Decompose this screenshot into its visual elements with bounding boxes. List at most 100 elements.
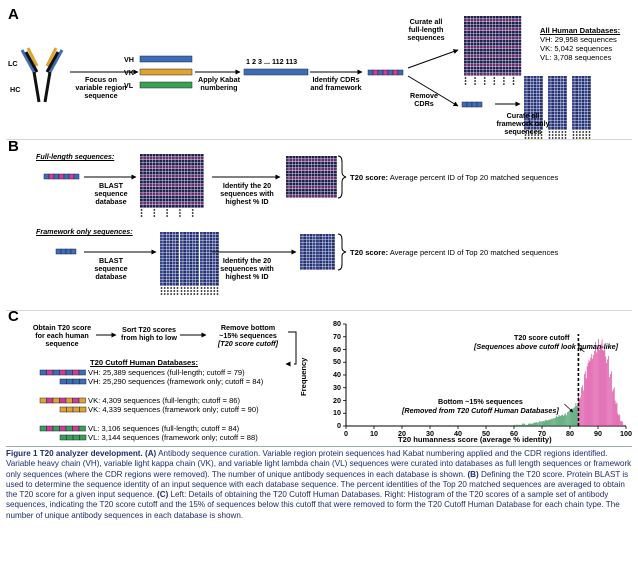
numbering-text: 1 2 3 ... 112 113 xyxy=(246,57,298,66)
histogram-bar xyxy=(560,415,562,426)
histogram-bar xyxy=(521,424,523,426)
histogram-bar xyxy=(547,420,549,426)
cutoff-vl-full: VL: 3,106 sequences (full-length; cutoff… xyxy=(88,424,240,433)
histogram-bar xyxy=(608,355,609,426)
histogram-bar xyxy=(586,366,588,426)
histogram-bar xyxy=(579,398,580,426)
kabat-step: Apply Kabat numbering xyxy=(198,75,240,92)
histogram-bar xyxy=(612,391,613,426)
x-tick-label: 70 xyxy=(538,429,546,438)
histogram-bar xyxy=(570,410,571,426)
histogram-bar xyxy=(519,424,521,426)
histogram-bar xyxy=(614,400,616,426)
histogram-bar xyxy=(526,424,527,426)
t20-definition-1: T20 score: Average percent ID of Top 20 … xyxy=(350,173,559,182)
x-tick-label: 0 xyxy=(344,429,348,438)
histogram-bar xyxy=(616,402,618,426)
histogram-bar xyxy=(524,423,525,426)
histogram-bar xyxy=(514,424,516,426)
histogram-bar xyxy=(619,414,621,426)
cutoff-annotation-note: [Sequences above cutoff look human-like] xyxy=(474,342,619,351)
cutoff-vh-fw: VH: 25,290 sequences (framework only; cu… xyxy=(88,377,264,386)
cutoff-db-title: T20 Cutoff Human Databases: xyxy=(90,358,199,367)
sequence-fw-bar xyxy=(461,101,483,108)
histogram-bar xyxy=(583,390,584,426)
histogram-bar xyxy=(621,420,622,426)
y-tick-label: 40 xyxy=(333,370,341,379)
y-axis-label: Frequency xyxy=(299,357,308,396)
curate-fw-step: Curate all framework only sequences xyxy=(496,111,550,136)
histogram-bar xyxy=(624,424,625,426)
histogram-bar xyxy=(606,362,608,426)
histogram-bar xyxy=(532,423,534,426)
histogram-bar xyxy=(544,420,546,426)
histogram-bar xyxy=(569,410,570,426)
x-tick-label: 10 xyxy=(370,429,378,438)
antibody-icon xyxy=(20,47,64,103)
histogram-bar xyxy=(534,422,536,426)
histogram-bar xyxy=(549,419,551,426)
histogram-bar xyxy=(589,361,591,426)
figure-caption: Figure 1 T20 analyzer development. (A) A… xyxy=(6,449,632,520)
histogram-bar xyxy=(539,421,540,426)
legend-vh-full xyxy=(39,369,86,376)
histogram-bar xyxy=(555,417,556,426)
histogram-bar xyxy=(611,371,612,426)
histogram-bar xyxy=(601,339,603,426)
histogram-bar xyxy=(545,419,547,426)
histogram-bar xyxy=(541,421,542,426)
legend-vl-full xyxy=(39,425,86,432)
full-length-title: Full-length sequences: xyxy=(36,152,115,161)
histogram-bar xyxy=(568,411,569,426)
x-tick-label: 30 xyxy=(426,429,434,438)
vh-bar xyxy=(139,55,193,63)
vh-label: VH xyxy=(124,55,134,64)
all-human-databases: All Human Databases: VH: 29,958 sequence… xyxy=(540,26,621,62)
top20-fw-2 xyxy=(316,234,335,270)
fw-database-icon-1 xyxy=(524,76,543,139)
histogram-bar xyxy=(625,424,626,426)
top20-full xyxy=(286,156,337,198)
histogram-bar xyxy=(594,350,595,426)
y-tick-label: 0 xyxy=(337,421,341,430)
panel-a-label: A xyxy=(8,6,19,23)
bottom-pointer xyxy=(564,403,574,413)
cutoff-vl-fw: VL: 3,144 sequences (framework only; cut… xyxy=(88,433,258,442)
top20-fw-1 xyxy=(300,234,319,270)
x-tick-label: 80 xyxy=(566,429,574,438)
x-tick-label: 90 xyxy=(594,429,602,438)
histogram-bar xyxy=(550,419,552,426)
histogram-bar xyxy=(595,341,596,426)
histogram-bar xyxy=(605,356,607,426)
histogram-bar xyxy=(523,423,524,426)
y-tick-label: 10 xyxy=(333,408,341,418)
histogram-bar xyxy=(554,417,555,426)
bottom-annotation-note: [Removed from T20 Cutoff Human Databases… xyxy=(402,406,559,415)
histogram-bar xyxy=(623,424,624,426)
histogram-bar xyxy=(597,348,598,426)
histogram-bar xyxy=(598,338,599,426)
blast-step-2: BLAST sequence database xyxy=(94,256,128,281)
histogram-bar xyxy=(556,417,558,426)
histogram-bar xyxy=(516,424,518,426)
remove-step: Remove bottom ~15% sequences [T20 score c… xyxy=(217,323,279,348)
y-tick-label: 30 xyxy=(333,382,341,392)
sort-step: Sort T20 scores from high to low xyxy=(121,325,177,342)
histogram-bar xyxy=(585,378,587,426)
legend-vk-full xyxy=(39,397,86,404)
curate-full-step: Curate all full-length sequences xyxy=(407,17,445,42)
framework-title: Framework only sequences: xyxy=(36,227,133,236)
histogram-bar xyxy=(617,413,619,426)
remove-cdrs-step: Remove CDRs xyxy=(410,91,438,108)
fw-database-icon-3 xyxy=(572,76,591,139)
histogram-bar xyxy=(591,353,593,426)
histogram-bar xyxy=(612,389,614,426)
histogram-bar xyxy=(530,423,532,426)
identify20-step-1: Identify the 20 sequences with highest % I… xyxy=(220,181,274,206)
histogram-bar xyxy=(528,423,529,426)
histogram-bar xyxy=(565,413,566,426)
vl-bar xyxy=(139,81,193,89)
histogram-bar xyxy=(566,415,567,426)
histogram-bar xyxy=(572,408,574,426)
panel-c-label: C xyxy=(8,308,19,325)
